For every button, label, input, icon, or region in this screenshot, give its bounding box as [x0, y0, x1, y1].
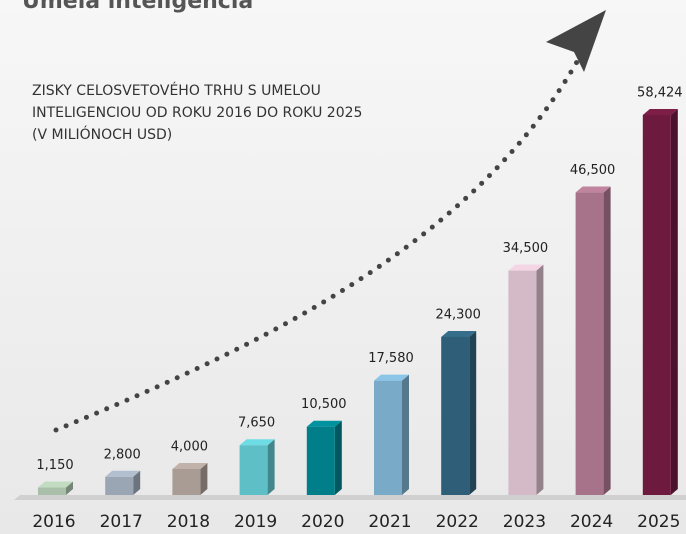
value-label: 4,000 — [171, 439, 208, 454]
bar — [374, 374, 409, 495]
bar-top — [172, 462, 208, 469]
bar — [239, 439, 275, 495]
floor — [14, 495, 686, 500]
value-label: 1,150 — [36, 458, 73, 473]
bar-front — [441, 336, 470, 495]
chart-title: Umelá inteligencia — [22, 0, 253, 14]
x-tick-label: 2022 — [436, 512, 479, 532]
bar-side — [200, 462, 208, 495]
value-label: 24,300 — [435, 307, 481, 322]
bar-side — [536, 264, 544, 495]
bar — [642, 109, 678, 495]
bar-front — [374, 380, 402, 495]
value-label: 7,650 — [238, 416, 275, 431]
bar-side — [133, 470, 141, 495]
x-tick-label: 2021 — [368, 512, 411, 532]
x-tick-label: 2017 — [100, 512, 143, 532]
bar — [508, 264, 544, 495]
bar-front — [508, 270, 537, 495]
x-tick-label: 2025 — [637, 512, 680, 532]
bar-side — [402, 374, 409, 495]
bar-side — [334, 420, 342, 495]
bar-front — [575, 192, 604, 496]
bar-front — [306, 426, 335, 495]
x-tick-label: 2020 — [301, 512, 344, 532]
bar — [306, 420, 342, 495]
x-tick-label: 2018 — [167, 512, 210, 532]
x-tick-label: 2023 — [503, 512, 546, 532]
bar — [575, 186, 611, 496]
bar-front — [642, 115, 671, 495]
bar-top — [575, 186, 611, 193]
bar-front — [172, 468, 201, 495]
bar — [105, 470, 141, 495]
bar-front — [105, 476, 134, 495]
bar-side — [469, 330, 477, 495]
bar — [441, 330, 477, 495]
value-label: 17,580 — [368, 351, 414, 366]
value-label: 46,500 — [570, 163, 616, 178]
bar-side — [267, 439, 275, 495]
x-tick-label: 2016 — [32, 512, 75, 532]
bar — [172, 462, 208, 495]
bar-front — [239, 445, 268, 495]
subtitle: (V MILIÓNOCH USD) — [32, 125, 172, 143]
bar-side — [603, 186, 611, 496]
arrow-head — [546, 10, 606, 72]
bar-top — [508, 264, 544, 271]
bar-top — [441, 330, 477, 337]
value-label: 34,500 — [503, 241, 549, 256]
subtitle: ZISKY CELOSVETOVÉHO TRHU S UMELOU — [32, 82, 321, 99]
bar — [38, 481, 73, 495]
bar-top — [239, 439, 275, 446]
x-tick-label: 2019 — [234, 512, 277, 532]
bar-top — [642, 109, 678, 115]
value-label: 2,800 — [104, 447, 141, 462]
bar-top — [105, 470, 141, 477]
bar-top — [306, 420, 342, 427]
x-tick-label: 2024 — [570, 512, 613, 532]
subtitle: INTELIGENCIOU OD ROKU 2016 DO ROKU 2025 — [32, 105, 362, 121]
bar-side — [670, 109, 678, 495]
bar-side — [66, 481, 73, 495]
bar-top — [38, 481, 73, 488]
bar-top — [374, 374, 409, 381]
value-label: 58,424 — [637, 86, 683, 101]
bar-front — [38, 487, 66, 495]
value-label: 10,500 — [301, 397, 347, 412]
trend-arrow — [53, 57, 581, 433]
